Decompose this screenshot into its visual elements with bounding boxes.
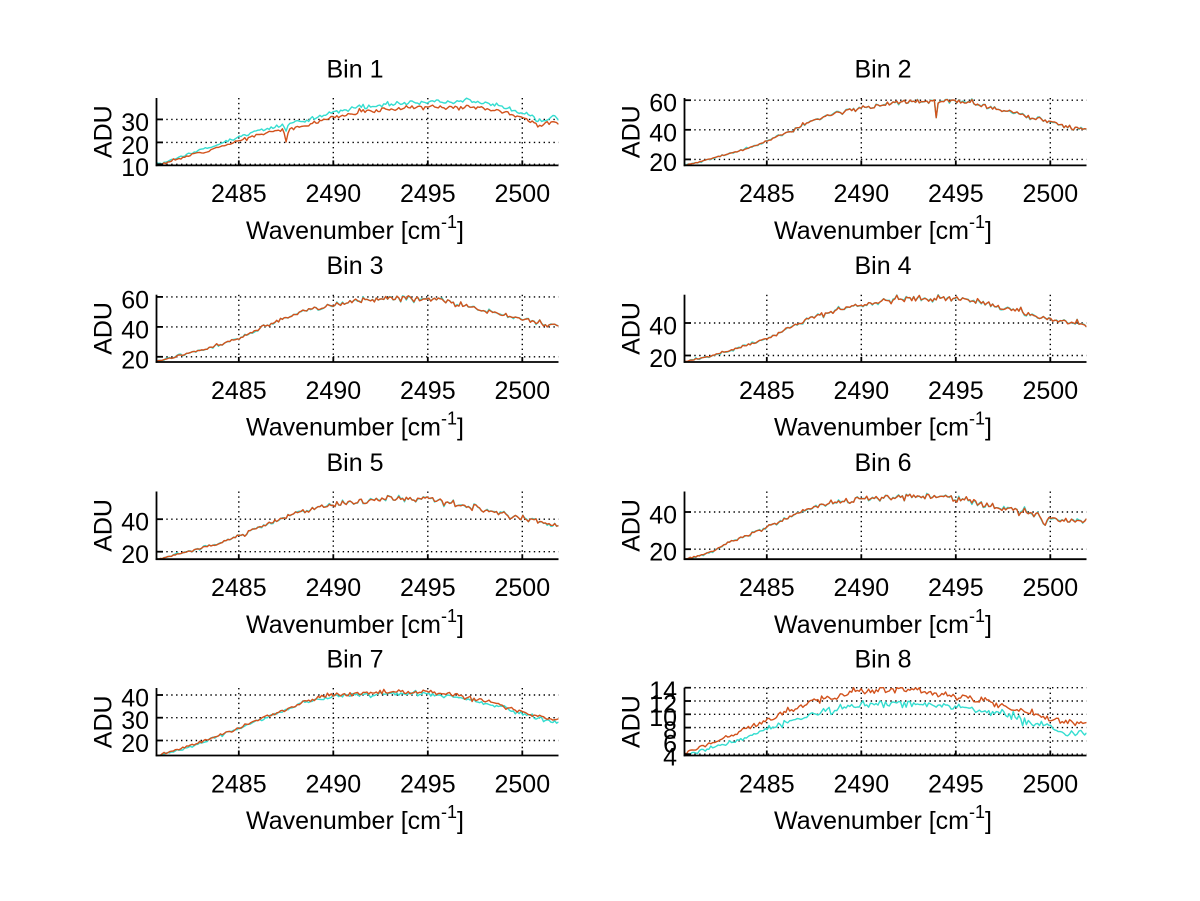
svg-text:20: 20 bbox=[649, 149, 677, 177]
svg-text:ADU: ADU bbox=[90, 695, 118, 748]
svg-text:2500: 2500 bbox=[1022, 770, 1078, 798]
svg-text:8: 8 bbox=[663, 717, 677, 745]
svg-text:2495: 2495 bbox=[400, 770, 456, 798]
svg-text:ADU: ADU bbox=[618, 499, 646, 552]
svg-text:2490: 2490 bbox=[305, 770, 361, 798]
svg-text:Wavenumber [cm-1]: Wavenumber [cm-1] bbox=[774, 212, 992, 245]
svg-text:20: 20 bbox=[649, 345, 677, 373]
svg-text:6: 6 bbox=[663, 730, 677, 758]
svg-text:30: 30 bbox=[121, 109, 149, 137]
svg-text:2485: 2485 bbox=[211, 180, 267, 208]
svg-text:Wavenumber [cm-1]: Wavenumber [cm-1] bbox=[774, 409, 992, 442]
svg-text:2490: 2490 bbox=[833, 180, 889, 208]
svg-text:Bin 2: Bin 2 bbox=[855, 55, 912, 83]
svg-text:Bin 5: Bin 5 bbox=[327, 449, 384, 477]
svg-text:Bin 3: Bin 3 bbox=[327, 252, 384, 280]
svg-text:2490: 2490 bbox=[305, 180, 361, 208]
svg-text:Wavenumber [cm-1]: Wavenumber [cm-1] bbox=[774, 802, 992, 835]
svg-text:10: 10 bbox=[121, 154, 149, 182]
svg-text:14: 14 bbox=[649, 677, 677, 705]
svg-text:2495: 2495 bbox=[400, 377, 456, 405]
svg-text:20: 20 bbox=[121, 132, 149, 160]
svg-text:2495: 2495 bbox=[400, 180, 456, 208]
svg-text:20: 20 bbox=[121, 541, 149, 569]
svg-text:2485: 2485 bbox=[739, 377, 795, 405]
svg-text:40: 40 bbox=[121, 509, 149, 537]
svg-text:ADU: ADU bbox=[90, 105, 118, 158]
svg-text:10: 10 bbox=[649, 704, 677, 732]
svg-text:Bin 6: Bin 6 bbox=[855, 449, 912, 477]
svg-text:Bin 7: Bin 7 bbox=[327, 646, 384, 674]
svg-text:2495: 2495 bbox=[928, 180, 984, 208]
svg-text:ADU: ADU bbox=[90, 499, 118, 552]
svg-text:2490: 2490 bbox=[833, 377, 889, 405]
svg-text:2485: 2485 bbox=[739, 770, 795, 798]
svg-text:60: 60 bbox=[649, 90, 677, 118]
svg-text:2495: 2495 bbox=[928, 377, 984, 405]
svg-text:2500: 2500 bbox=[494, 574, 550, 602]
svg-text:Bin 8: Bin 8 bbox=[855, 646, 912, 674]
svg-text:ADU: ADU bbox=[618, 105, 646, 158]
svg-text:2490: 2490 bbox=[305, 377, 361, 405]
svg-text:40: 40 bbox=[649, 119, 677, 147]
svg-text:4: 4 bbox=[663, 744, 677, 772]
svg-text:2495: 2495 bbox=[928, 770, 984, 798]
svg-text:Wavenumber [cm-1]: Wavenumber [cm-1] bbox=[246, 212, 464, 245]
svg-text:2485: 2485 bbox=[211, 377, 267, 405]
svg-text:2485: 2485 bbox=[739, 180, 795, 208]
svg-text:Wavenumber [cm-1]: Wavenumber [cm-1] bbox=[246, 606, 464, 639]
svg-text:20: 20 bbox=[121, 346, 149, 374]
svg-text:2500: 2500 bbox=[494, 770, 550, 798]
svg-text:2485: 2485 bbox=[211, 770, 267, 798]
svg-text:20: 20 bbox=[649, 539, 677, 567]
svg-text:60: 60 bbox=[121, 286, 149, 314]
svg-text:2485: 2485 bbox=[211, 574, 267, 602]
svg-text:Wavenumber [cm-1]: Wavenumber [cm-1] bbox=[246, 409, 464, 442]
svg-text:20: 20 bbox=[121, 730, 149, 758]
svg-text:2500: 2500 bbox=[494, 377, 550, 405]
svg-text:40: 40 bbox=[649, 313, 677, 341]
svg-text:2490: 2490 bbox=[833, 770, 889, 798]
svg-text:2500: 2500 bbox=[494, 180, 550, 208]
svg-text:2490: 2490 bbox=[305, 574, 361, 602]
svg-text:2500: 2500 bbox=[1022, 574, 1078, 602]
svg-text:40: 40 bbox=[121, 316, 149, 344]
svg-text:2485: 2485 bbox=[739, 574, 795, 602]
svg-text:2500: 2500 bbox=[1022, 180, 1078, 208]
svg-text:40: 40 bbox=[649, 502, 677, 530]
svg-text:2495: 2495 bbox=[400, 574, 456, 602]
svg-text:Bin 4: Bin 4 bbox=[855, 252, 912, 280]
svg-text:12: 12 bbox=[649, 691, 677, 719]
svg-text:2495: 2495 bbox=[928, 574, 984, 602]
svg-text:ADU: ADU bbox=[90, 302, 118, 355]
svg-text:40: 40 bbox=[121, 685, 149, 713]
svg-text:Wavenumber [cm-1]: Wavenumber [cm-1] bbox=[774, 606, 992, 639]
svg-text:ADU: ADU bbox=[618, 302, 646, 355]
svg-text:Wavenumber [cm-1]: Wavenumber [cm-1] bbox=[246, 802, 464, 835]
svg-text:30: 30 bbox=[121, 707, 149, 735]
svg-text:Bin 1: Bin 1 bbox=[327, 55, 384, 83]
svg-text:2500: 2500 bbox=[1022, 377, 1078, 405]
svg-text:2490: 2490 bbox=[833, 574, 889, 602]
svg-text:ADU: ADU bbox=[618, 695, 646, 748]
